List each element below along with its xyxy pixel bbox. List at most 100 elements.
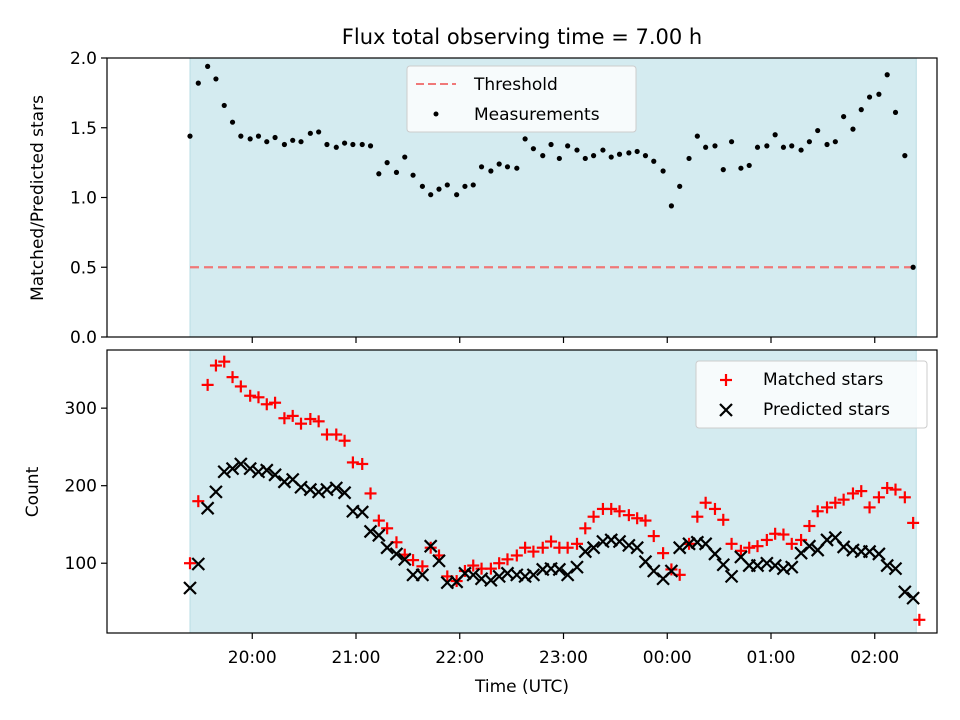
measurement-point: [488, 168, 494, 174]
predicted-stars-point: [303, 482, 318, 497]
predicted-stars-point: [372, 528, 386, 543]
predicted-stars-point: [209, 485, 223, 499]
measurement-point: [556, 155, 562, 162]
measurement-point: [367, 143, 374, 149]
measurement-point: [616, 151, 623, 157]
predicted-stars-point: [191, 557, 206, 571]
measurement-point: [402, 154, 408, 160]
top-panel: 0.00.51.01.52.0 Matched/Predicted stars …: [28, 49, 938, 348]
measurement-point: [281, 141, 288, 148]
measurement-point: [264, 139, 270, 145]
measurement-point: [205, 63, 211, 69]
matched-stars-point: [252, 391, 265, 404]
bottom-y-axis-label: Count: [23, 466, 43, 517]
predicted-point-stroke-b: [397, 552, 412, 567]
measurement-point: [876, 91, 882, 97]
measurement-point: [712, 143, 718, 149]
predicted-stars-point: [630, 540, 644, 555]
predicted-point-stroke-b: [836, 540, 851, 554]
measurement-point: [548, 141, 554, 148]
matched-stars-point: [622, 509, 635, 522]
predicted-stars-point: [423, 539, 438, 553]
top-x-ticks: [251, 337, 876, 343]
measurement-point: [780, 144, 787, 150]
predicted-stars-point: [888, 561, 903, 576]
measurement-point: [850, 126, 856, 132]
top-y-tick-label: 2.0: [70, 49, 97, 69]
predicted-stars-point: [183, 581, 197, 595]
predicted-stars-point: [225, 461, 240, 476]
measurement-point: [582, 155, 588, 162]
measurements-legend-label: Measurements: [474, 105, 600, 125]
predicted-stars-point: [363, 524, 378, 539]
measurement-point: [255, 133, 262, 139]
matched-stars-point: [218, 355, 231, 368]
measurement-point: [238, 133, 244, 139]
matched-stars-point: [416, 560, 429, 573]
matched-stars-point: [777, 528, 790, 541]
matched-stars-point: [510, 549, 523, 562]
measurement-point: [316, 129, 322, 135]
matched-stars-point: [803, 520, 816, 533]
predicted-point-stroke-b: [560, 568, 575, 582]
matched-stars-point: [184, 557, 196, 570]
measurement-point: [540, 153, 546, 159]
measurement-point: [626, 150, 632, 156]
x-axis-label: Time (UTC): [474, 677, 569, 697]
predicted-stars-point: [880, 558, 894, 573]
measurement-point: [359, 141, 365, 148]
measurement-point: [307, 130, 313, 136]
measurement-point: [298, 139, 304, 145]
predicted-stars-point: [664, 564, 679, 578]
predicted-stars-point: [432, 554, 446, 568]
predicted-point-stroke-b: [776, 561, 791, 576]
predicted-legend-marker: [719, 403, 733, 417]
predicted-stars-point: [724, 569, 739, 584]
predicted-point-stroke-b: [363, 524, 378, 539]
predicted-stars-point: [200, 501, 215, 515]
predicted-point-stroke-b: [423, 539, 438, 553]
predicted-point-stroke-b: [880, 558, 894, 573]
predicted-point-stroke-b: [630, 540, 644, 555]
matched-stars-point: [579, 522, 592, 535]
predicted-point-stroke-b: [466, 568, 481, 582]
measurement-point: [902, 153, 908, 159]
predicted-point-stroke-b: [329, 481, 344, 495]
predicted-point-stroke-b: [698, 537, 713, 551]
bottom-legend-box: [695, 360, 928, 429]
measurement-point: [668, 203, 675, 209]
predicted-point-stroke-b: [526, 568, 541, 582]
predicted-stars-point: [820, 533, 834, 547]
top-y-axis-label: Matched/Predicted stars: [28, 95, 48, 301]
measurement-point: [470, 182, 476, 188]
measurement-point: [221, 102, 227, 109]
matched-stars-point: [647, 530, 660, 543]
measurement-point: [384, 160, 390, 166]
predicted-stars-point: [526, 568, 541, 582]
predicted-point-stroke-b: [440, 575, 455, 590]
predicted-point-stroke-b: [234, 457, 248, 471]
matched-stars-point: [501, 553, 514, 566]
top-y-tick-label: 0.5: [70, 258, 97, 278]
predicted-stars-point: [311, 485, 326, 499]
predicted-stars-point: [708, 547, 722, 561]
measurement-point: [350, 141, 356, 148]
matched-stars-point: [192, 495, 205, 508]
predicted-point-stroke-b: [484, 573, 498, 588]
matched-stars-point: [717, 513, 730, 526]
predicted-stars-point: [492, 569, 506, 584]
predicted-stars-point: [243, 461, 257, 476]
bottom-x-tick-label: 20:00: [228, 648, 277, 668]
bottom-x-ticks: 20:00 21:00 22:00 23:00 00:00 01:00 02:00: [228, 633, 899, 668]
matched-stars-point: [356, 457, 369, 470]
measurement-point: [832, 139, 838, 145]
matched-stars-point: [330, 428, 343, 441]
measurement-point: [772, 132, 778, 138]
measurement-point: [884, 72, 890, 78]
predicted-stars-point: [578, 544, 593, 559]
predicted-stars-point: [259, 463, 274, 477]
matched-stars-point: [545, 535, 558, 548]
predicted-stars-point: [586, 540, 601, 555]
predicted-point-stroke-b: [906, 591, 920, 605]
